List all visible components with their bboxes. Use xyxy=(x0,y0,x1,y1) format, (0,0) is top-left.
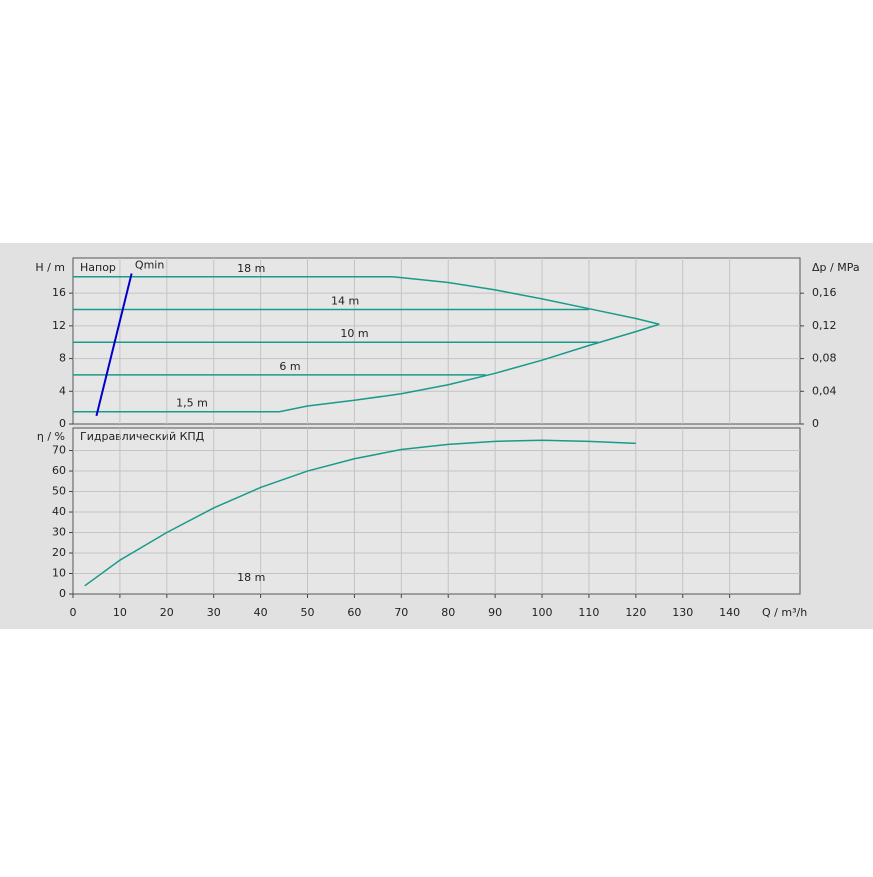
x-tick-label: 60 xyxy=(347,606,361,619)
series-line xyxy=(73,276,660,325)
x-tick-label: 80 xyxy=(441,606,455,619)
y-tick-label: 16 xyxy=(52,286,66,299)
series-label: 10 m xyxy=(340,327,368,340)
series-line xyxy=(95,273,133,417)
y-tick-label: 40 xyxy=(52,505,66,518)
y-tick-label: 4 xyxy=(59,384,66,397)
x-tick-label: 140 xyxy=(719,606,740,619)
series-label: 1,5 m xyxy=(176,397,208,410)
y-tick-label: 50 xyxy=(52,485,66,498)
y2-tick-label: 0,12 xyxy=(812,319,837,332)
series-label: 6 m xyxy=(279,360,300,373)
x-tick-label: 50 xyxy=(301,606,315,619)
y2-axis-label: Δp / MPa xyxy=(812,261,860,274)
x-tick-label: 100 xyxy=(532,606,553,619)
series-line xyxy=(73,323,660,413)
x-tick-label: 120 xyxy=(625,606,646,619)
subtitle: Напор xyxy=(80,261,116,274)
y-tick-label: 70 xyxy=(52,444,66,457)
series-line xyxy=(84,439,636,587)
y2-tick-label: 0,04 xyxy=(812,384,837,397)
y-axis-label: H / m xyxy=(35,261,65,274)
x-tick-label: 30 xyxy=(207,606,221,619)
y-tick-label: 20 xyxy=(52,546,66,559)
x-tick-label: 130 xyxy=(672,606,693,619)
y-tick-label: 8 xyxy=(59,352,66,365)
x-tick-label: 110 xyxy=(578,606,599,619)
x-axis-label: Q / m³/h xyxy=(762,606,807,619)
subtitle: Гидравлический КПД xyxy=(80,430,205,443)
y-tick-label: 10 xyxy=(52,567,66,580)
x-tick-label: 0 xyxy=(70,606,77,619)
x-tick-label: 90 xyxy=(488,606,502,619)
plot-area xyxy=(72,257,801,425)
y2-tick-label: 0 xyxy=(812,417,819,430)
x-tick-label: 10 xyxy=(113,606,127,619)
y2-tick-label: 0,16 xyxy=(812,286,837,299)
y-tick-label: 0 xyxy=(59,417,66,430)
y-tick-label: 30 xyxy=(52,526,66,539)
x-tick-label: 70 xyxy=(394,606,408,619)
x-tick-label: 40 xyxy=(254,606,268,619)
plot-area xyxy=(72,427,801,595)
y2-tick-label: 0,08 xyxy=(812,352,837,365)
y-tick-label: 0 xyxy=(59,587,66,600)
series-label: 18 m xyxy=(237,571,265,584)
x-tick-label: 20 xyxy=(160,606,174,619)
y-axis-label: η / % xyxy=(37,430,65,443)
series-label: Qmin xyxy=(135,259,164,272)
series-label: 18 m xyxy=(237,262,265,275)
y-tick-label: 12 xyxy=(52,319,66,332)
y-tick-label: 60 xyxy=(52,464,66,477)
series-label: 14 m xyxy=(331,295,359,308)
